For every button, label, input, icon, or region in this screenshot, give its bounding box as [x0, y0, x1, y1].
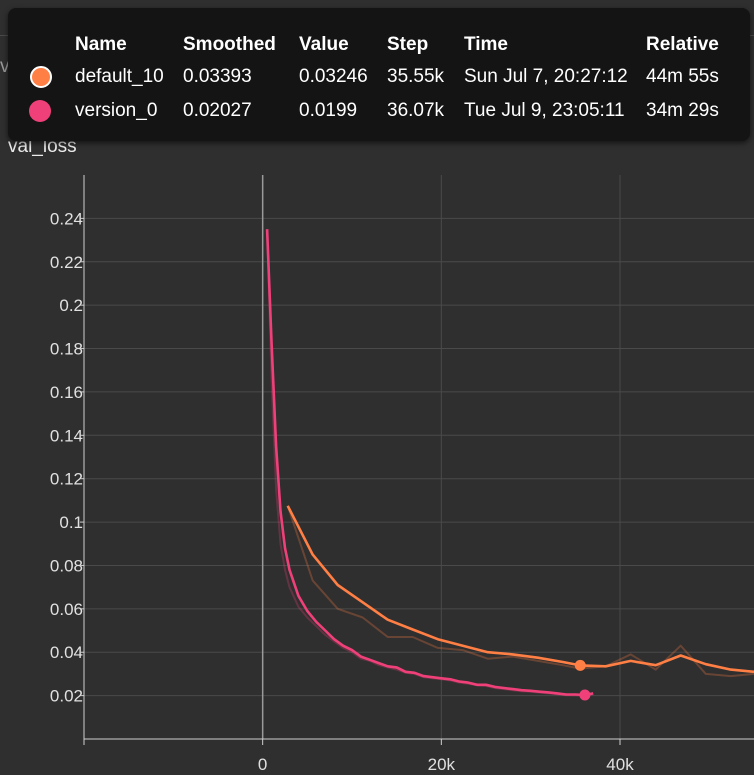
y-tick-label-11: 0.24 — [50, 209, 83, 228]
header-relative: Relative — [646, 34, 719, 55]
version-0-smoothed-line — [265, 229, 594, 697]
y-tick-label-10: 0.22 — [50, 253, 83, 272]
x-tick-label-1: 20k — [428, 755, 456, 774]
default-10-smoothed-line — [286, 505, 754, 674]
row-default-10-time: Sun Jul 7, 20:27:12 — [464, 66, 628, 87]
row-version-0-name: version_0 — [75, 100, 158, 121]
y-tick-label-1: 0.04 — [50, 643, 83, 662]
chart-title: val_loss — [8, 136, 77, 157]
row-default-10-value: 0.03246 — [299, 66, 368, 87]
y-tick-label-3: 0.08 — [50, 556, 83, 575]
row-default-10-name: default_10 — [75, 66, 164, 87]
version-0-hover-marker — [579, 689, 591, 701]
y-tick-label-0: 0.02 — [50, 687, 83, 706]
row-version-0-step: 36.07k — [387, 100, 445, 121]
header-smoothed: Smoothed — [183, 34, 276, 55]
x-tick-label-2: 40k — [606, 755, 634, 774]
header-step: Step — [387, 34, 429, 55]
header-time: Time — [464, 34, 509, 55]
y-tick-label-8: 0.18 — [50, 340, 83, 359]
default-10-raw-line — [286, 505, 754, 678]
y-tick-label-9: 0.2 — [59, 296, 83, 315]
version-0-raw-line — [266, 229, 594, 697]
header-name: Name — [75, 34, 127, 55]
y-tick-label-6: 0.14 — [50, 426, 83, 445]
y-tick-label-5: 0.12 — [50, 470, 83, 489]
row-default-10-relative: 44m 55s — [646, 66, 719, 87]
row-version-0-value: 0.0199 — [299, 100, 358, 121]
row-version-0-smoothed: 0.02027 — [183, 100, 252, 121]
row-version-0-time: Tue Jul 9, 23:05:11 — [464, 100, 625, 121]
default-10-color-dot — [30, 66, 52, 88]
x-tick-label-0: 0 — [258, 755, 267, 774]
hover-tooltip: Name Smoothed Value Step Time Relative d… — [8, 8, 750, 141]
y-tick-label-2: 0.06 — [50, 600, 83, 619]
default-10-hover-marker — [574, 659, 586, 671]
version-0-color-dot — [29, 100, 51, 122]
row-default-10-step: 35.55k — [387, 66, 445, 87]
row-version-0-relative: 34m 29s — [646, 100, 719, 121]
y-tick-label-7: 0.16 — [50, 383, 83, 402]
y-tick-label-4: 0.1 — [59, 513, 83, 532]
header-value: Value — [299, 34, 349, 55]
row-default-10-smoothed: 0.03393 — [183, 66, 252, 87]
